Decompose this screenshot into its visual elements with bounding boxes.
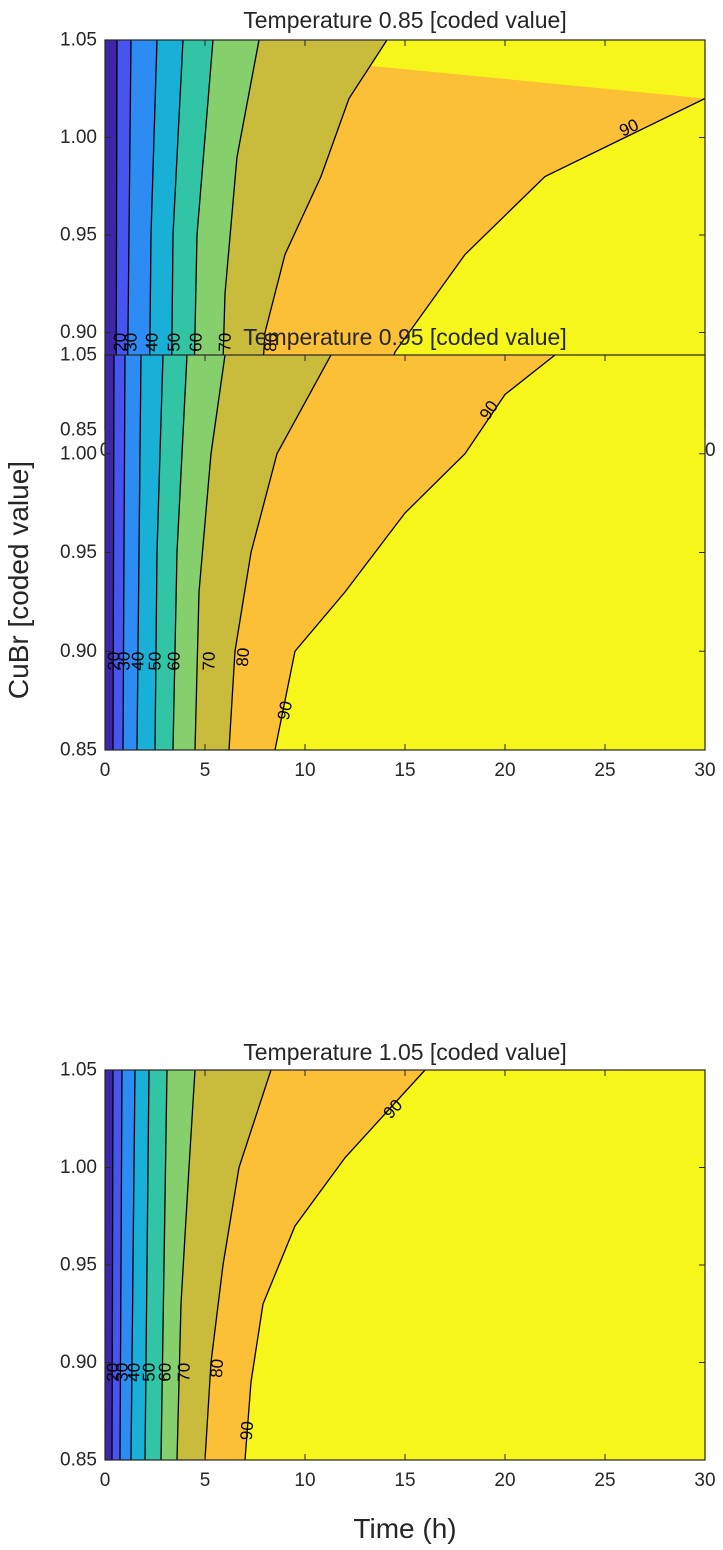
contour-label-80: 80 [261,332,281,352]
y-tick-label: 0.95 [60,1255,97,1276]
contour-label-70: 70 [174,1363,193,1382]
x-tick-label: 15 [394,760,415,781]
contour-label-60: 60 [186,333,205,352]
contour-line-30 [119,1070,123,1460]
x-tick-label: 20 [494,760,515,781]
contour-line-80 [204,1070,272,1460]
contour-label-90: 90 [274,699,296,721]
y-tick-label: 0.95 [60,225,97,246]
x-tick-label: 30 [694,1470,715,1491]
x-tick-label: 0 [100,760,111,781]
y-tick-label: 0.90 [60,641,97,662]
contour-label-50: 50 [164,333,183,352]
contour-line-50 [154,355,164,750]
y-tick-label: 1.00 [60,1157,97,1178]
x-tick-label: 25 [594,760,615,781]
y-tick-label: 0.85 [60,1450,97,1471]
y-tick-label: 0.90 [60,1352,97,1373]
contour-line-80 [228,355,332,750]
contour-line-90 [274,355,556,750]
contour-label-30: 30 [114,652,133,671]
contour-label-80: 80 [233,647,253,667]
chart-panel-temperature-105: Temperature 1.05 [coded value] 203040506… [60,1039,716,1491]
y-tick-label: 0.90 [60,322,97,343]
contour-label-20: 20 [110,333,129,352]
contour-line-90 [244,1070,426,1460]
y-tick-label: 1.00 [60,127,97,148]
contour-label-40: 40 [142,333,161,352]
x-tick-label: 10 [294,760,315,781]
y-tick-label: 1.05 [60,345,97,366]
contour-line-40 [130,1070,136,1460]
contour-line-20 [112,355,115,750]
y-tick-label: 1.05 [60,1060,97,1081]
y-tick-label: 0.85 [60,420,97,441]
chart-title: Temperature 1.05 [coded value] [243,1039,566,1065]
y-tick-label: 1.00 [60,443,97,464]
x-tick-label: 5 [200,760,211,781]
y-tick-label: 0.95 [60,542,97,563]
x-tick-label: 15 [394,1470,415,1491]
y-tick-label: 1.05 [60,30,97,51]
plot-area: 2030405060708090900510152025300.850.900.… [60,30,716,462]
contour-label-70: 70 [199,651,218,670]
contour-line-80 [258,40,388,430]
contour-line-20 [111,1070,114,1460]
contour-line-30 [122,355,126,750]
contour-label-30: 30 [112,1363,131,1382]
contour-label-50: 50 [139,1363,158,1382]
contour-label-40: 40 [124,1363,143,1382]
contour-label-40: 40 [128,652,147,671]
contour-line-70 [194,355,226,750]
contour-label-60: 60 [164,651,183,670]
contour-label-90: 90 [237,1421,257,1441]
x-tick-label: 20 [494,1470,515,1491]
x-axis-label: Time (h) [353,1513,456,1544]
contour-label-30: 30 [121,333,140,352]
contour-label-50: 50 [145,652,164,671]
contour-label-80: 80 [207,1358,227,1378]
x-tick-label: 0 [100,1470,111,1491]
x-tick-label: 30 [694,760,715,781]
contour-line-40 [136,355,142,750]
contour-label-20: 20 [103,1363,122,1382]
contour-line-60 [160,1070,168,1460]
y-tick-label: 0.85 [60,740,97,761]
chart-title: Temperature 0.85 [coded value] [243,7,566,33]
x-tick-label: 5 [200,1470,211,1491]
x-tick-label: 10 [294,1470,315,1491]
contour-line-60 [172,355,188,750]
chart-title: Temperature 0.95 [coded value] [243,324,566,350]
contour-line-50 [144,1070,150,1460]
contour-label-20: 20 [104,652,123,671]
contour-label-70: 70 [215,333,235,352]
contour-line-70 [176,1070,196,1460]
y-axis-label: CuBr [coded value] [3,461,34,699]
contour-label-60: 60 [155,1363,174,1382]
x-tick-label: 25 [594,1470,615,1491]
